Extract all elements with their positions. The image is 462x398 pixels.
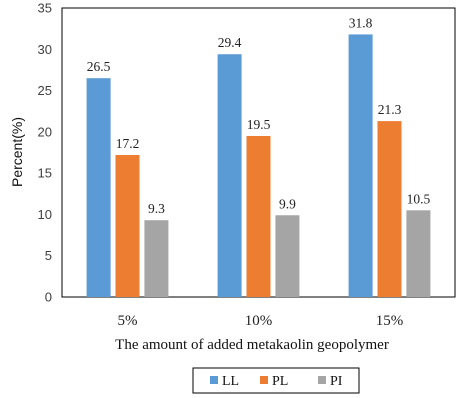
x-axis-title: The amount of added metakaolin geopolyme… (115, 337, 389, 353)
data-label: 10.5 (407, 191, 431, 206)
legend-swatch-ll (210, 376, 218, 384)
x-category-label: 10% (245, 313, 273, 329)
y-tick-label: 20 (38, 124, 52, 139)
data-label: 9.3 (148, 201, 165, 216)
data-labels: 26.5 17.2 9.3 29.4 19.5 9.9 31.8 21.3 10.5 (87, 15, 431, 216)
bar-pl-2 (377, 121, 402, 297)
legend-label-ll: LL (222, 374, 239, 389)
bar-ll-2 (348, 34, 373, 298)
x-category-label: 5% (118, 313, 138, 329)
bar-pi-0 (144, 220, 169, 297)
y-tick-label: 35 (38, 1, 52, 16)
y-tick-label: 30 (38, 42, 52, 57)
data-label: 26.5 (87, 59, 111, 74)
bars (86, 34, 431, 298)
y-tick-label: 10 (38, 207, 52, 222)
data-label: 21.3 (378, 102, 402, 117)
legend-label-pi: PI (330, 374, 343, 389)
legend-swatch-pi (318, 376, 326, 384)
y-tick-label: 5 (45, 248, 52, 263)
x-axis-categories: 5% 10% 15% (118, 313, 404, 329)
y-tick-label: 25 (38, 83, 52, 98)
y-axis-title: Percent(%) (9, 117, 25, 187)
legend-label-pl: PL (272, 374, 288, 389)
data-label: 17.2 (116, 136, 140, 151)
data-label: 9.9 (279, 196, 296, 211)
data-label: 31.8 (349, 15, 373, 30)
data-label: 19.5 (247, 117, 271, 132)
bar-pl-0 (115, 154, 140, 297)
y-tick-label: 0 (45, 290, 52, 305)
bar-pi-2 (406, 210, 431, 297)
bar-ll-1 (217, 54, 242, 297)
legend: LL PL PI (192, 367, 360, 394)
bar-pl-1 (246, 135, 271, 297)
x-category-label: 15% (376, 313, 404, 329)
bar-pi-1 (275, 215, 300, 297)
data-label: 29.4 (218, 35, 242, 50)
legend-swatch-pl (260, 376, 268, 384)
bar-ll-0 (86, 78, 111, 297)
y-axis-ticks: 0 5 10 15 20 25 30 35 (38, 1, 52, 305)
legend-frame (192, 367, 360, 394)
y-tick-label: 15 (38, 166, 52, 181)
